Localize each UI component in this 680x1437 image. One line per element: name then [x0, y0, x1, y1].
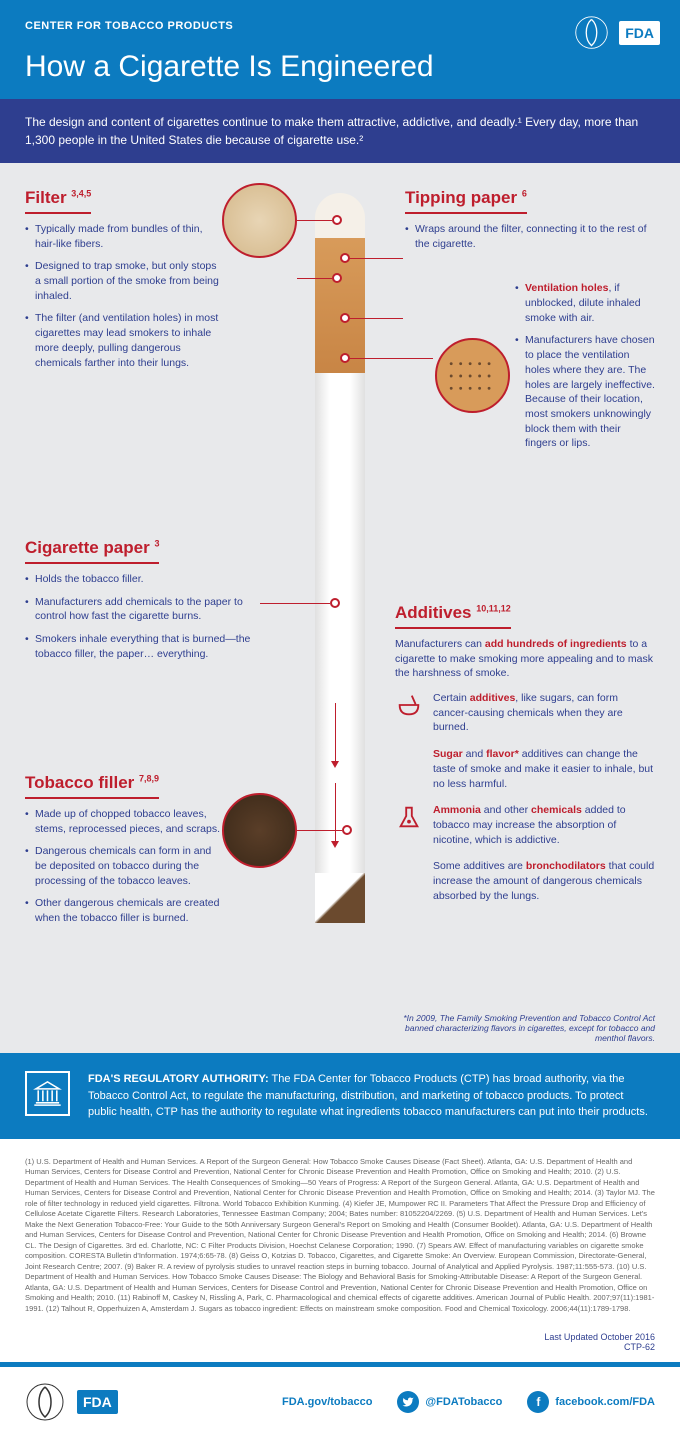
- pin: [330, 598, 340, 608]
- flask-icon: [395, 803, 423, 831]
- facebook-icon: f: [527, 1391, 549, 1413]
- arrow-icon: [335, 703, 336, 763]
- last-updated: Last Updated October 2016: [25, 1332, 655, 1342]
- footer: FDA FDA.gov/tobacco @FDATobacco f facebo…: [0, 1362, 680, 1437]
- cigarette-illustration: [315, 193, 365, 923]
- twitter-link[interactable]: @FDATobacco: [397, 1391, 502, 1413]
- tipping-item: Wraps around the filter, connecting it t…: [405, 222, 655, 251]
- footer-logos: FDA: [25, 1382, 118, 1422]
- footer-url[interactable]: FDA.gov/tobacco: [282, 1396, 372, 1408]
- additives-callout: Additives 10,11,12 Manufacturers can add…: [395, 603, 655, 915]
- cig-end-part: [315, 873, 365, 923]
- additives-title: Additives 10,11,12: [395, 603, 511, 629]
- footer-meta: Last Updated October 2016 CTP-62: [0, 1332, 680, 1362]
- filter-zoom-circle: [222, 183, 297, 258]
- additive-text: Certain additives, like sugars, can form…: [433, 691, 655, 735]
- additives-intro: Manufacturers can add hundreds of ingred…: [395, 637, 655, 681]
- tobacco-title: Tobacco filler 7,8,9: [25, 773, 159, 799]
- additive-text: Sugar and flavor* additives can change t…: [433, 747, 655, 791]
- paper-title: Cigarette paper 3: [25, 538, 159, 564]
- footer-links: FDA.gov/tobacco @FDATobacco f facebook.c…: [282, 1391, 655, 1413]
- facebook-link[interactable]: f facebook.com/FDA: [527, 1391, 655, 1413]
- pin: [332, 215, 342, 225]
- subheader: The design and content of cigarettes con…: [0, 99, 680, 163]
- additive-row: Some additives are bronchodilators that …: [395, 859, 655, 903]
- building-icon: [25, 1071, 70, 1116]
- filter-item: Designed to trap smoke, but only stops a…: [25, 259, 225, 303]
- cig-body-part: [315, 373, 365, 873]
- hhs-logo-icon: [574, 15, 609, 50]
- tobacco-callout: Tobacco filler 7,8,9 Made up of chopped …: [25, 773, 225, 934]
- additive-row: Ammonia and other chemicals added to tob…: [395, 803, 655, 847]
- tobacco-zoom-circle: [222, 793, 297, 868]
- fda-logo: FDA: [77, 1390, 118, 1414]
- main-diagram: Filter 3,4,5 Typically made from bundles…: [0, 163, 680, 1053]
- tobacco-item: Other dangerous chemicals are created wh…: [25, 896, 225, 925]
- hhs-logo-icon: [25, 1382, 65, 1422]
- authority-text: FDA'S REGULATORY AUTHORITY: The FDA Cent…: [88, 1071, 655, 1121]
- additive-row: Sugar and flavor* additives can change t…: [395, 747, 655, 791]
- flavor-footnote: *In 2009, The Family Smoking Prevention …: [360, 1013, 680, 1043]
- connector-line: [260, 603, 330, 604]
- doc-code: CTP-62: [25, 1342, 655, 1352]
- filter-callout: Filter 3,4,5 Typically made from bundles…: [25, 188, 225, 378]
- references: (1) U.S. Department of Health and Human …: [0, 1139, 680, 1333]
- filter-item: The filter (and ventilation holes) in mo…: [25, 311, 225, 370]
- pin: [340, 313, 350, 323]
- additive-row: Certain additives, like sugars, can form…: [395, 691, 655, 735]
- page-title: How a Cigarette Is Engineered: [25, 50, 655, 84]
- department-label: CENTER FOR TOBACCO PRODUCTS: [25, 20, 655, 32]
- paper-item: Smokers inhale everything that is burned…: [25, 632, 260, 661]
- additive-text: Some additives are bronchodilators that …: [433, 859, 655, 903]
- pin: [340, 253, 350, 263]
- pin: [340, 353, 350, 363]
- paper-item: Holds the tobacco filler.: [25, 572, 260, 587]
- connector-line: [297, 220, 332, 221]
- connector-line: [348, 318, 403, 319]
- pin: [342, 825, 352, 835]
- twitter-icon: [397, 1391, 419, 1413]
- tipping-vent2: Manufacturers have chosen to place the v…: [515, 333, 655, 451]
- tobacco-item: Dangerous chemicals can form in and be d…: [25, 844, 225, 888]
- arrow-icon: [335, 783, 336, 843]
- filter-item: Typically made from bundles of thin, hai…: [25, 222, 225, 251]
- tipping-callout: Tipping paper 6 Wraps around the filter,…: [405, 188, 655, 459]
- mortar-icon: [395, 691, 423, 719]
- connector-line: [348, 258, 403, 259]
- tipping-vent: Ventilation holes, if unblocked, dilute …: [515, 281, 655, 325]
- filter-title: Filter 3,4,5: [25, 188, 91, 214]
- tipping-title: Tipping paper 6: [405, 188, 527, 214]
- paper-item: Manufacturers add chemicals to the paper…: [25, 595, 260, 624]
- header: CENTER FOR TOBACCO PRODUCTS FDA How a Ci…: [0, 0, 680, 99]
- additive-text: Ammonia and other chemicals added to tob…: [433, 803, 655, 847]
- pin: [332, 273, 342, 283]
- authority-box: FDA'S REGULATORY AUTHORITY: The FDA Cent…: [0, 1053, 680, 1139]
- connector-line: [297, 278, 332, 279]
- tobacco-item: Made up of chopped tobacco leaves, stems…: [25, 807, 225, 836]
- fda-logo: FDA: [619, 21, 660, 45]
- header-logos: FDA: [574, 15, 660, 50]
- paper-callout: Cigarette paper 3 Holds the tobacco fill…: [25, 538, 260, 669]
